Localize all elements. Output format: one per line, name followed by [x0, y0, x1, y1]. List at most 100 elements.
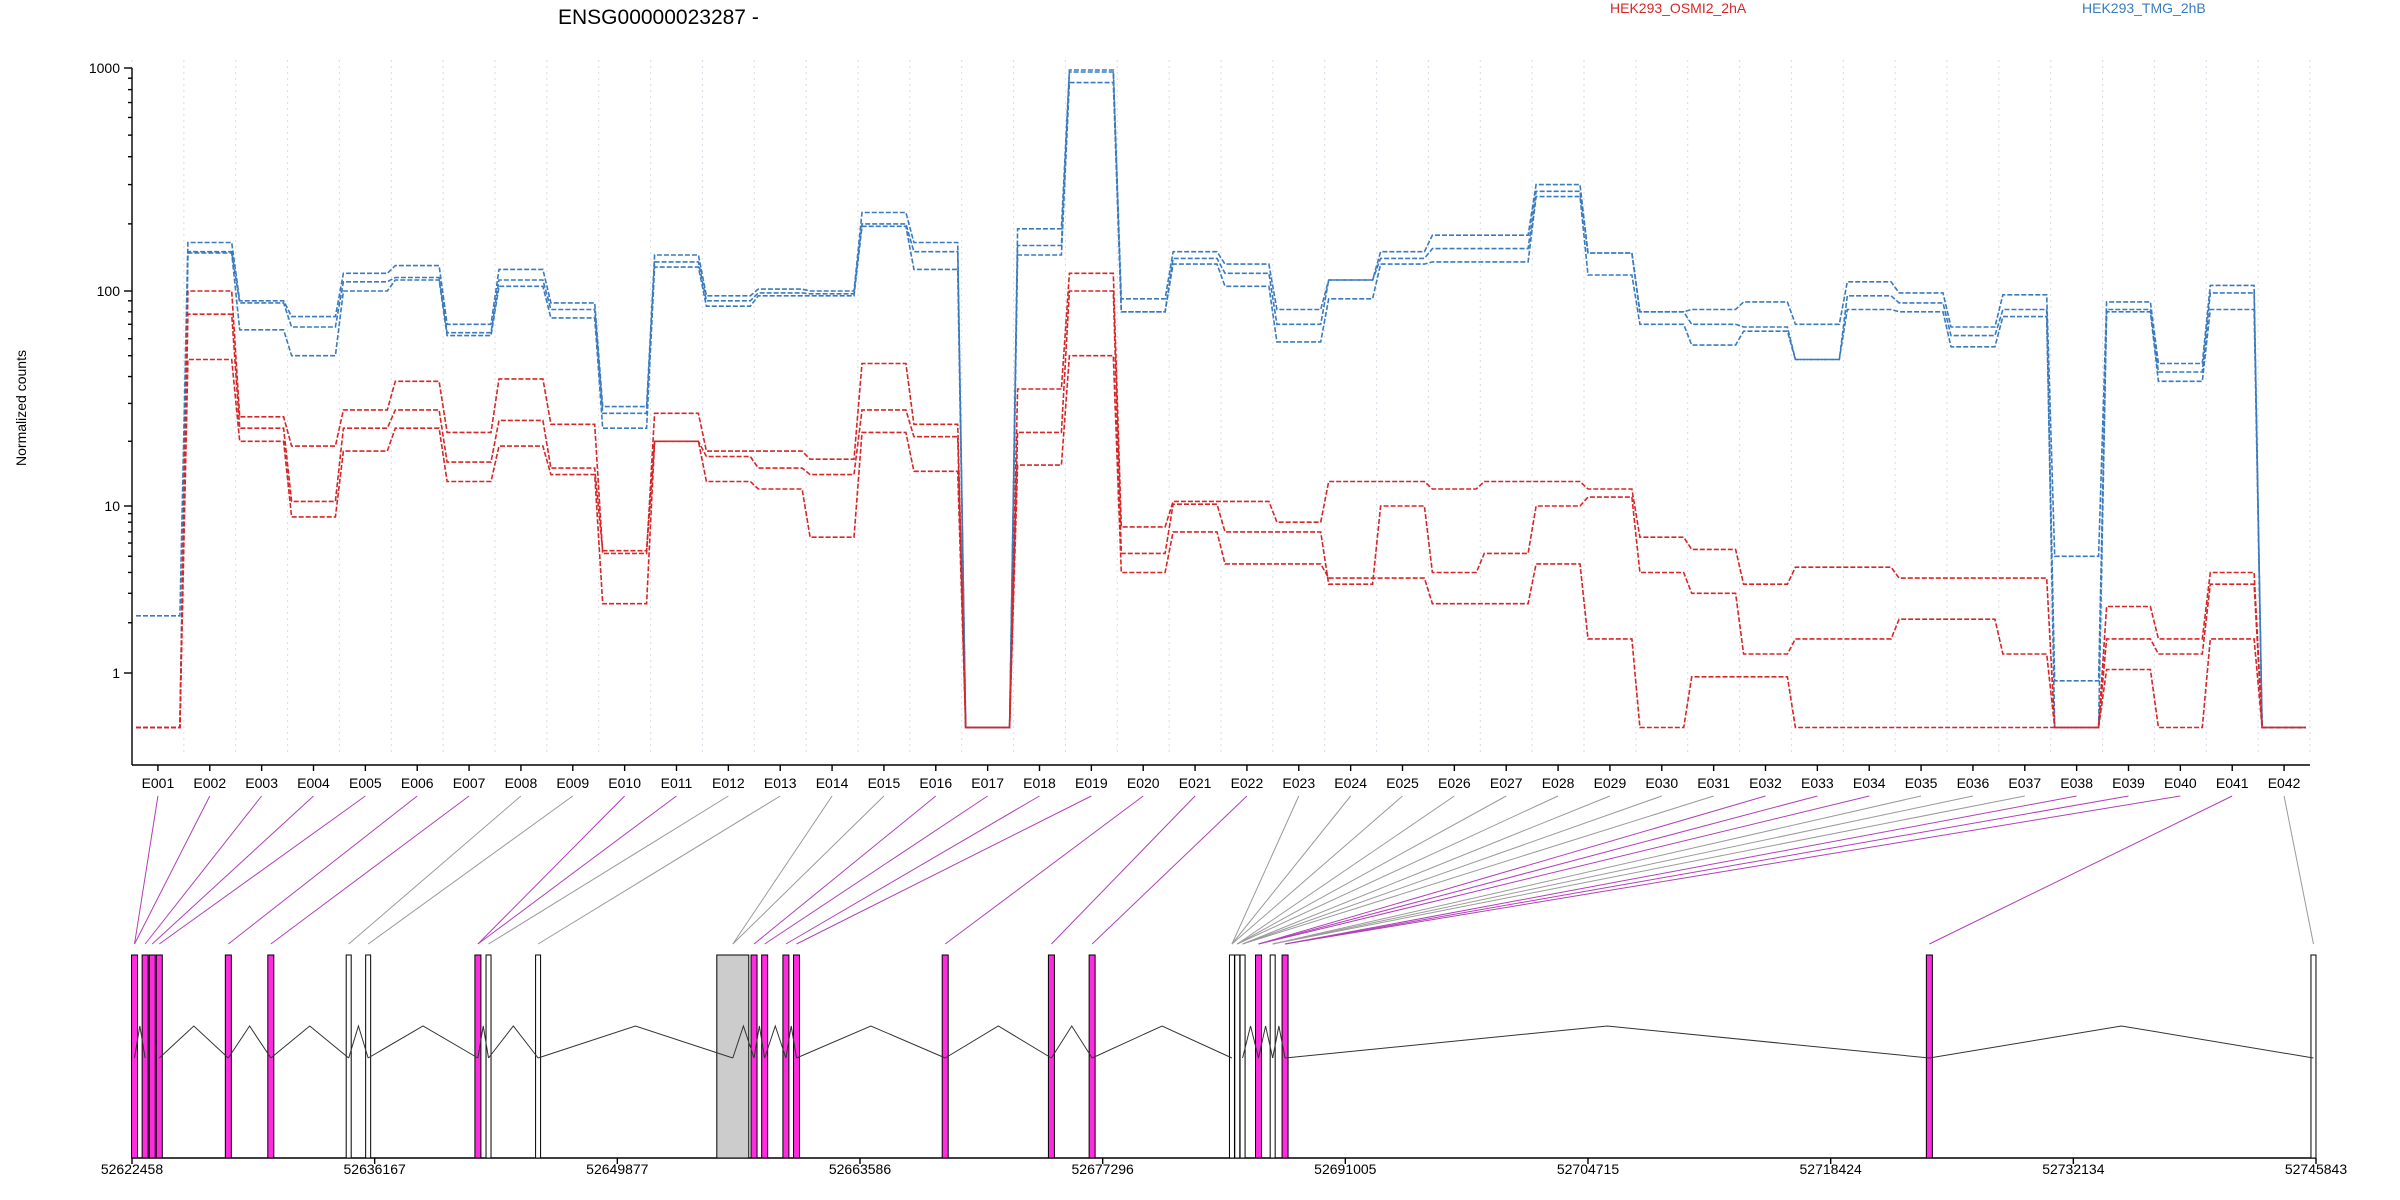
exon-connector [1236, 795, 1455, 945]
exon-connector [1242, 795, 1714, 945]
exon-grid [131, 60, 2311, 752]
x-tick-label: E017 [971, 775, 1004, 791]
intron-line [944, 1025, 1052, 1059]
intron-line [537, 1025, 733, 1059]
exon-connector [1258, 795, 1870, 945]
exon-connector [367, 795, 574, 945]
x-tick-label: E031 [1697, 775, 1730, 791]
x-tick-label: E029 [1594, 775, 1627, 791]
x-tick-label: E042 [2268, 775, 2301, 791]
exon-connector [1237, 795, 1507, 945]
exon-connector [2283, 795, 2314, 945]
exon-connector [348, 795, 522, 945]
exon-box [1925, 954, 1933, 1159]
exon-box [535, 954, 542, 1159]
x-tick-label: E003 [245, 775, 278, 791]
exon-connector [228, 795, 418, 945]
y-tick-label: 1000 [89, 60, 120, 76]
exon-connector [1272, 795, 1974, 945]
exon-connector [270, 795, 470, 945]
exon-connector [1284, 795, 2181, 945]
x-tick-label: E032 [1749, 775, 1782, 791]
x-tick-label: E005 [349, 775, 382, 791]
intron-line [1050, 1025, 1093, 1059]
exon-connector [1258, 795, 1818, 945]
exon-box [148, 954, 156, 1159]
x-tick-label: E022 [1231, 775, 1264, 791]
intron-line [367, 1025, 479, 1059]
gene-tick-label: 52636167 [344, 1161, 407, 1177]
legend-entry-osmi2: HEK293_OSMI2_2hA [1610, 0, 1747, 16]
exon-connector [1231, 795, 1300, 945]
exon-box [2310, 954, 2317, 1159]
exon-box [267, 954, 275, 1159]
x-tick-label: E013 [764, 775, 797, 791]
exon-connector [1272, 795, 2025, 945]
intron-line [270, 1025, 350, 1059]
exon-connector [753, 795, 937, 945]
exon-connector [1237, 795, 1559, 945]
x-tick-label: E021 [1179, 775, 1212, 791]
exon-connector [796, 795, 1092, 945]
exon-connector [764, 795, 988, 945]
intron-line [753, 1025, 766, 1059]
gene-tick-label: 52677296 [1072, 1161, 1135, 1177]
x-tick-label: E009 [556, 775, 589, 791]
exon-connector [134, 795, 159, 945]
x-tick-label: E002 [193, 775, 226, 791]
intron-line [732, 1024, 755, 1059]
intron-line [158, 1025, 229, 1059]
x-tick-label: E004 [297, 775, 330, 791]
exon-connector [1284, 795, 2129, 945]
exon-connector [144, 795, 263, 945]
exon-connector [1231, 795, 1352, 945]
exon-connector [134, 795, 211, 945]
x-tick-label: E001 [142, 775, 175, 791]
x-tick-label: E020 [1127, 775, 1160, 791]
exon-connector [537, 795, 781, 945]
legend-entry-tmg: HEK293_TMG_2hB [2082, 0, 2206, 16]
x-tick-label: E007 [453, 775, 486, 791]
gene-tick-label: 52745843 [2285, 1161, 2348, 1177]
x-tick-label: E011 [661, 775, 693, 791]
x-tick-label: E027 [1490, 775, 1523, 791]
exon-connector [944, 795, 1144, 945]
gene-tick-label: 52622458 [101, 1161, 164, 1177]
exon-connectors [134, 795, 2314, 945]
exon-connector [1929, 795, 2233, 945]
exon-connector [1242, 795, 1611, 945]
intron-line [488, 1025, 539, 1059]
intron-line [764, 1024, 787, 1059]
gene-tick-label: 52704715 [1557, 1161, 1620, 1177]
exon-box [155, 954, 163, 1159]
exon-connector [732, 795, 833, 945]
intron-line [1929, 1025, 2314, 1059]
intron-line [1285, 1025, 1930, 1059]
x-tick-label: E024 [1334, 775, 1367, 791]
intron-line [1258, 1025, 1274, 1059]
series-group [136, 69, 2306, 729]
chart-title: ENSG00000023287 - [558, 6, 759, 29]
intron-line [227, 1025, 272, 1059]
gene-tick-label: 52649877 [586, 1161, 649, 1177]
exon-connector [732, 795, 885, 945]
exon-connector [477, 795, 677, 945]
x-tick-label: E038 [2060, 775, 2093, 791]
intron-line [1242, 1025, 1259, 1059]
x-tick-label: E035 [1905, 775, 1938, 791]
x-tick-label: E010 [608, 775, 641, 791]
series-line-3 [136, 81, 2306, 729]
x-tick-label: E036 [1957, 775, 1990, 791]
series-line-2 [136, 71, 2306, 729]
x-tick-label: E040 [2164, 775, 2197, 791]
gene-tick-label: 52691005 [1314, 1161, 1377, 1177]
x-tick-label: E018 [1023, 775, 1056, 791]
x-tick-label: E028 [1542, 775, 1575, 791]
series-line-1 [136, 69, 2306, 729]
x-tick-label: E041 [2216, 775, 2249, 791]
intron-line [477, 1025, 490, 1059]
x-tick-label: E039 [2112, 775, 2145, 791]
x-tick-label: E037 [2008, 775, 2041, 791]
y-tick-label: 1 [112, 665, 120, 681]
